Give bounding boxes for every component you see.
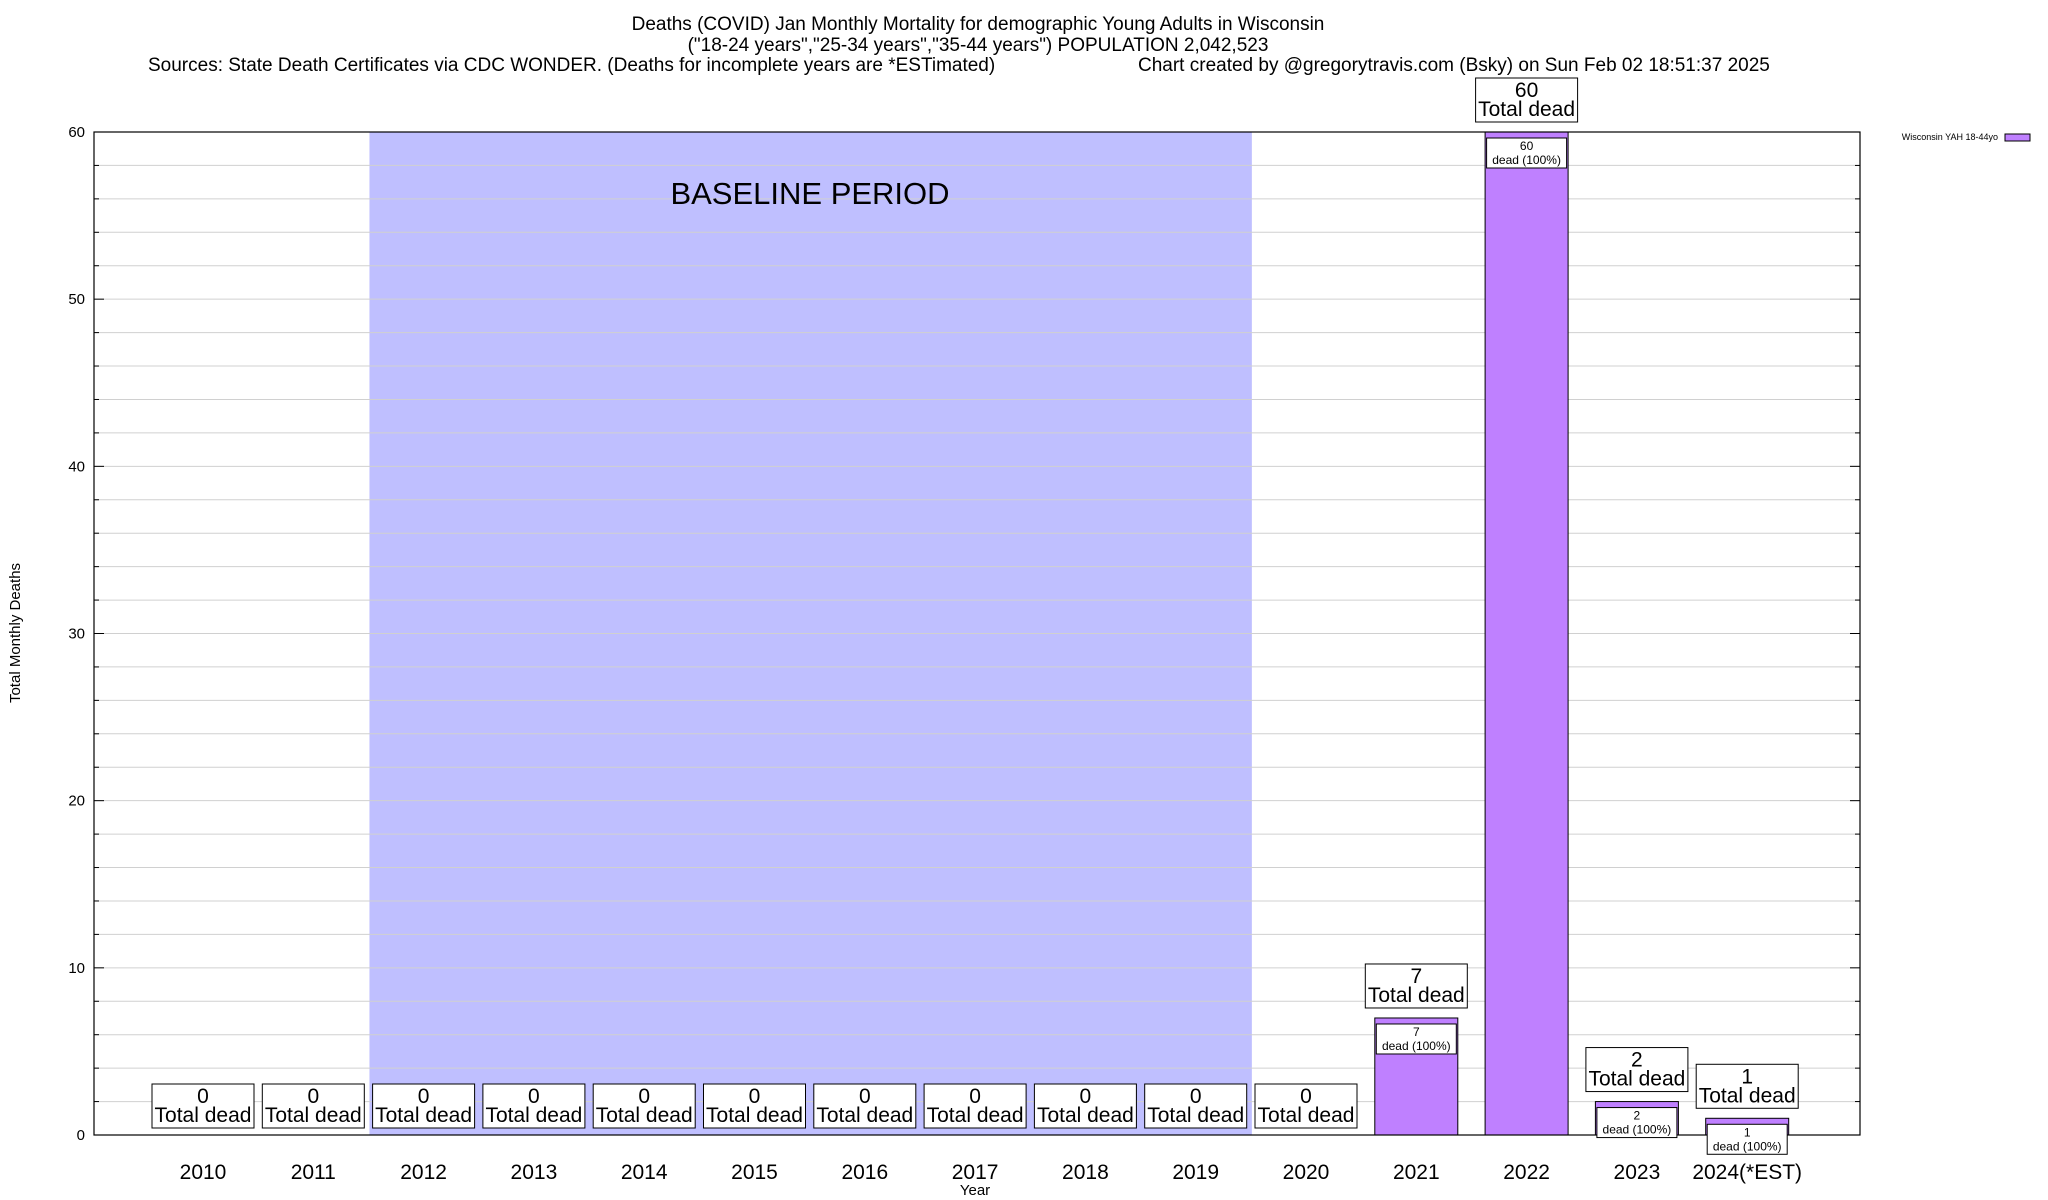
y-axis-title: Total Monthly Deaths — [7, 563, 24, 703]
bar-total-value: 0 — [1190, 1085, 1202, 1108]
bar-inner-label-box — [1486, 137, 1568, 169]
bar-total-label: Total dead — [485, 1104, 582, 1127]
bar-total-label-box — [813, 1083, 917, 1129]
bar-total-label: Total dead — [1588, 1068, 1685, 1091]
bar-total-label: Total dead — [1037, 1104, 1134, 1127]
bar-total-label-box — [1364, 963, 1468, 1009]
bar-total-label: Total dead — [816, 1104, 913, 1127]
bar-total-label: Total dead — [706, 1104, 803, 1127]
bar-total-value: 0 — [638, 1085, 650, 1108]
chart-title: Deaths (COVID) Jan Monthly Mortality for… — [632, 14, 1325, 35]
x-tick-label: 2013 — [511, 1161, 558, 1184]
bar-total-value: 0 — [307, 1085, 319, 1108]
bar-total-label: Total dead — [155, 1104, 252, 1127]
bar-inner-count: 60 — [1520, 139, 1534, 153]
bar-inner-label: dead (100%) — [1382, 1039, 1451, 1053]
legend: Wisconsin YAH 18-44yo — [1902, 132, 2031, 142]
bar-total-value: 0 — [859, 1085, 871, 1108]
bar-total-label: Total dead — [1147, 1104, 1244, 1127]
x-tick-label: 2012 — [400, 1161, 447, 1184]
x-axis-title: Year — [960, 1182, 990, 1199]
chart-sources: Sources: State Death Certificates via CD… — [148, 55, 995, 76]
bar-total-value: 7 — [1410, 965, 1422, 988]
bar-total-label-box — [261, 1083, 365, 1129]
bar-total-label-box — [592, 1083, 696, 1129]
bar-total-label-box — [151, 1083, 255, 1129]
x-tick-label: 2022 — [1503, 1161, 1550, 1184]
x-tick-label: 2020 — [1283, 1161, 1330, 1184]
bar-total-label: Total dead — [1368, 984, 1465, 1007]
bar-total-value: 60 — [1515, 79, 1538, 102]
bar-total-label-box — [1033, 1083, 1137, 1129]
bar-total-value: 0 — [1080, 1085, 1092, 1108]
x-tick-label: 2023 — [1614, 1161, 1661, 1184]
bar — [1484, 131, 1569, 1136]
x-tick-label: 2024(*EST) — [1692, 1161, 1802, 1184]
bar-total-label-box — [1695, 1063, 1799, 1109]
bar-total-label: Total dead — [927, 1104, 1024, 1127]
x-tick-label: 2017 — [952, 1161, 999, 1184]
baseline-label: BASELINE PERIOD — [670, 176, 949, 211]
legend-swatch — [2004, 133, 2031, 142]
y-tick-label: 30 — [68, 626, 85, 643]
chart-credit: Chart created by @gregorytravis.com (Bsk… — [1138, 55, 1770, 76]
bar-inner-count: 2 — [1634, 1109, 1641, 1123]
x-tick-label: 2016 — [841, 1161, 888, 1184]
y-tick-label: 40 — [68, 458, 85, 475]
bar-inner-label: dead (100%) — [1603, 1123, 1672, 1137]
bar-total-value: 0 — [749, 1085, 761, 1108]
bar-inner-label-box — [1706, 1123, 1788, 1155]
bar-inner-label: dead (100%) — [1492, 153, 1561, 167]
legend-label: Wisconsin YAH 18-44yo — [1902, 132, 1998, 142]
bar-total-value: 0 — [418, 1085, 430, 1108]
x-tick-label: 2015 — [731, 1161, 778, 1184]
x-tick-label: 2021 — [1393, 1161, 1440, 1184]
bar-inner-count: 1 — [1744, 1125, 1751, 1139]
x-tick-label: 2018 — [1062, 1161, 1109, 1184]
bar-total-value: 0 — [969, 1085, 981, 1108]
bar-total-label: Total dead — [596, 1104, 693, 1127]
bar-total-label: Total dead — [265, 1104, 362, 1127]
x-tick-label: 2010 — [180, 1161, 227, 1184]
bar-total-value: 2 — [1631, 1049, 1643, 1072]
bar-total-label-box — [372, 1083, 476, 1129]
y-tick-label: 20 — [68, 793, 85, 810]
y-tick-label: 10 — [68, 960, 85, 977]
bar-total-label-box — [1254, 1083, 1358, 1129]
chart-subtitle: ("18-24 years","25-34 years","35-44 year… — [688, 35, 1269, 56]
bar-total-value: 1 — [1741, 1065, 1753, 1088]
bar-inner-label-box — [1375, 1023, 1457, 1055]
bar-total-label: Total dead — [375, 1104, 472, 1127]
bar-total-label-box — [923, 1083, 1027, 1129]
bar-total-value: 0 — [197, 1085, 209, 1108]
x-tick-label: 2014 — [621, 1161, 668, 1184]
bar-total-value: 0 — [1300, 1085, 1312, 1108]
y-tick-label: 60 — [68, 124, 85, 141]
bar-total-label: Total dead — [1699, 1084, 1796, 1107]
bar-total-label: Total dead — [1258, 1104, 1355, 1127]
bar-total-label-box — [1585, 1047, 1689, 1093]
bar-inner-count: 7 — [1413, 1025, 1420, 1039]
x-tick-label: 2019 — [1172, 1161, 1219, 1184]
bar-total-label-box — [482, 1083, 586, 1129]
bar-total-label: Total dead — [1478, 98, 1575, 121]
y-tick-label: 0 — [77, 1127, 85, 1144]
bar-total-label-box — [1144, 1083, 1248, 1129]
y-tick-label: 50 — [68, 291, 85, 308]
bar-inner-label-box — [1596, 1107, 1678, 1139]
bar-total-label-box — [703, 1083, 806, 1129]
bar-total-value: 0 — [528, 1085, 540, 1108]
bar-total-label-box — [1475, 77, 1579, 123]
x-tick-label: 2011 — [291, 1161, 336, 1184]
bar-inner-label: dead (100%) — [1713, 1139, 1782, 1153]
